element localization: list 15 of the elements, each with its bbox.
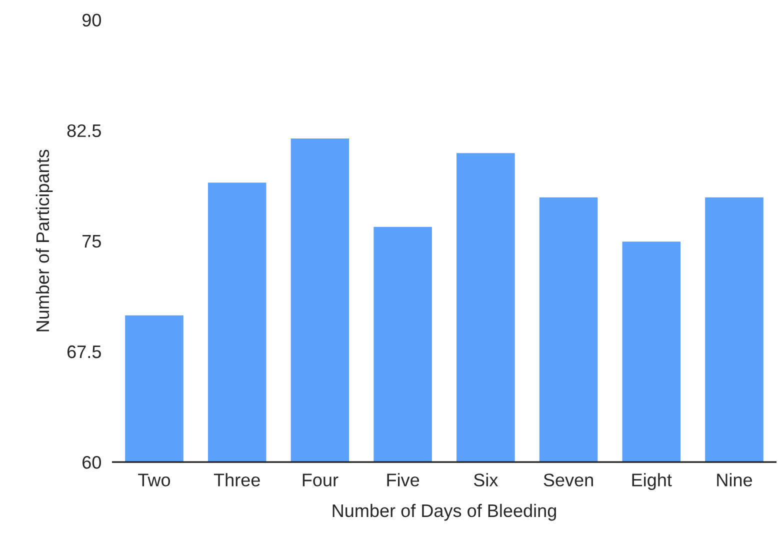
y-tick-label: 75 bbox=[82, 235, 101, 248]
y-tick-label: 60 bbox=[82, 456, 101, 469]
y-axis-title: Number of Participants bbox=[36, 150, 53, 332]
x-tick-label: Four bbox=[302, 474, 338, 486]
x-tick-label: Nine bbox=[717, 473, 752, 486]
x-tick-label: Seven bbox=[544, 474, 593, 486]
x-tick-label: Two bbox=[138, 474, 170, 486]
x-tick-label: Six bbox=[474, 473, 498, 486]
x-tick-label: Eight bbox=[632, 473, 672, 490]
x-tick-label: Five bbox=[387, 473, 420, 486]
x-axis-title: Number of Days of Bleeding bbox=[332, 504, 556, 521]
y-tick-label: 90 bbox=[82, 14, 101, 27]
y-tick-label: 67.5 bbox=[67, 345, 101, 358]
x-tick-label: Three bbox=[214, 473, 260, 486]
y-tick-label: 82.5 bbox=[67, 124, 101, 138]
